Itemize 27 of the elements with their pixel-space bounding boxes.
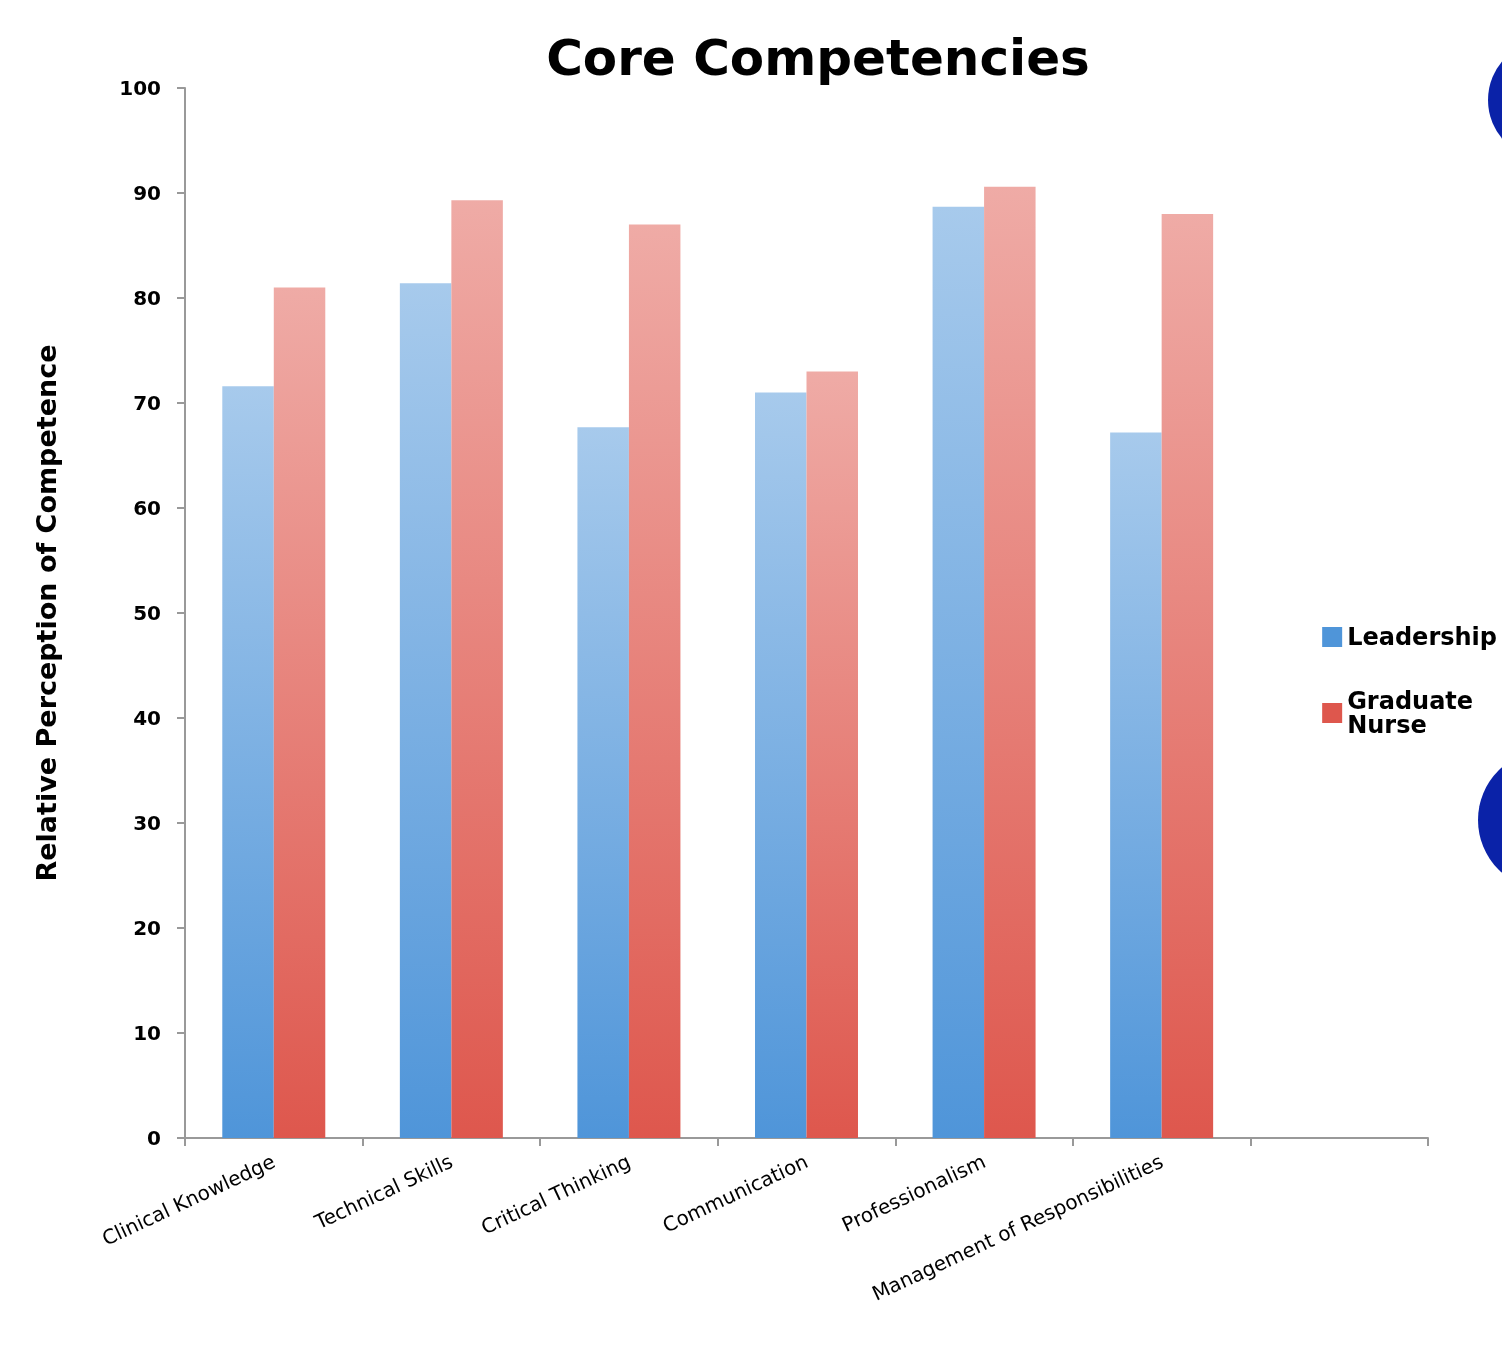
y-tick-label: 50 [133,601,161,625]
bar [1110,432,1162,1138]
bar [755,392,807,1138]
y-tick-label: 10 [133,1021,161,1045]
y-tick-label: 60 [133,496,161,520]
bar [932,206,985,1138]
chart-title: Core Competencies [546,29,1090,87]
bar [628,224,681,1138]
bar [577,427,629,1138]
bar [222,386,274,1138]
y-axis-title: Relative Perception of Competence [31,344,62,882]
legend-label: Leadership [1347,623,1498,651]
bar [273,287,326,1138]
legend-label: Graduate Nurse [1347,687,1482,739]
y-tick-label: 30 [133,811,161,835]
y-tick-label: 70 [133,391,161,415]
y-tick-label: 40 [133,706,161,730]
bar [451,200,503,1138]
bar [1161,214,1214,1138]
bar [806,371,858,1138]
y-tick-label: 0 [147,1126,161,1150]
y-tick-label: 100 [119,76,161,100]
y-tick-label: 80 [133,286,161,310]
y-tick-label: 20 [133,916,161,940]
y-tick-label: 90 [133,181,161,205]
bar [984,186,1036,1138]
bar [399,283,452,1138]
